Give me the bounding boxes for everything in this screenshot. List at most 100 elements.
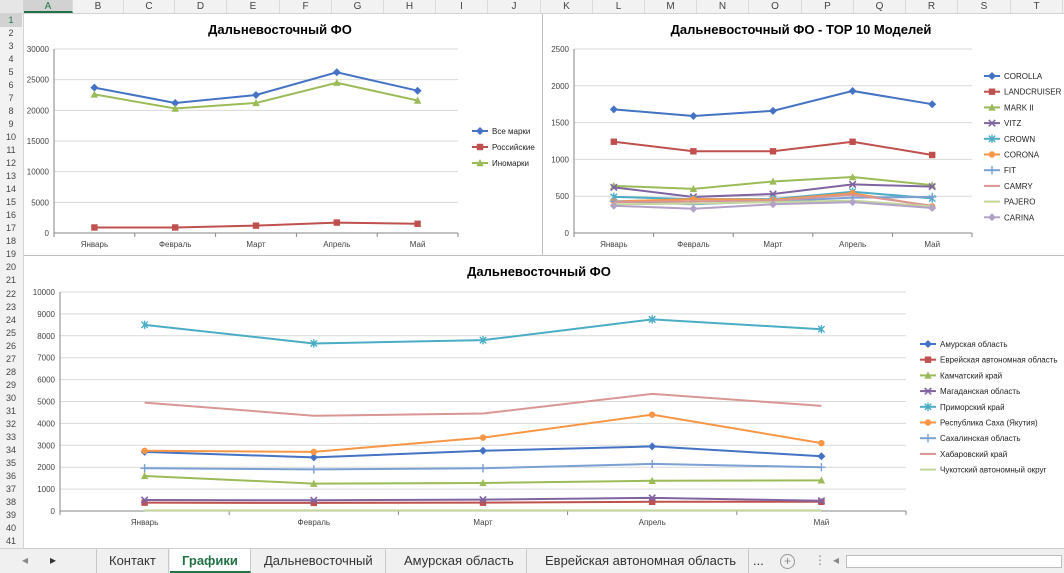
- row-header-29[interactable]: 29: [5, 379, 16, 390]
- column-header-l[interactable]: L: [593, 0, 645, 13]
- row-header-5[interactable]: 5: [8, 67, 14, 78]
- row-header-2[interactable]: 2: [8, 28, 14, 39]
- row-header-40[interactable]: 40: [5, 522, 16, 533]
- column-header-q[interactable]: Q: [854, 0, 906, 13]
- row-header-1[interactable]: 1: [0, 14, 22, 28]
- row-header-26[interactable]: 26: [5, 340, 16, 351]
- x-tick-label: Апрель: [323, 240, 350, 249]
- x-tick-label: Февраль: [159, 240, 192, 249]
- row-header-39[interactable]: 39: [5, 509, 16, 520]
- chart-2[interactable]: Дальневосточный ФО - TOP 10 Моделей 0 500 1…: [543, 14, 1062, 254]
- x-tick-label: Январь: [131, 518, 158, 527]
- data-point: [769, 148, 777, 155]
- add-sheet-icon[interactable]: +: [780, 554, 795, 569]
- column-header-a[interactable]: A: [24, 0, 73, 13]
- tab-contact[interactable]: Контакт: [96, 549, 169, 573]
- row-header-41[interactable]: 41: [5, 535, 16, 546]
- column-header-p[interactable]: P: [802, 0, 854, 13]
- row-header-6[interactable]: 6: [8, 80, 14, 91]
- row-header-11[interactable]: 11: [6, 145, 16, 156]
- row-header-18[interactable]: 18: [5, 236, 16, 247]
- data-point: [171, 104, 179, 112]
- column-header-k[interactable]: K: [541, 0, 593, 13]
- row-header-12[interactable]: 12: [5, 158, 16, 169]
- row-header-14[interactable]: 14: [5, 184, 16, 195]
- row-header-9[interactable]: 9: [8, 119, 14, 130]
- row-header-8[interactable]: 8: [8, 106, 14, 117]
- column-header-d[interactable]: D: [175, 0, 227, 13]
- column-header-g[interactable]: G: [332, 0, 384, 13]
- options-icon[interactable]: ⋮: [814, 553, 826, 567]
- x-tick-label: Апрель: [839, 240, 866, 249]
- row-header-32[interactable]: 32: [5, 418, 16, 429]
- row-header-13[interactable]: 13: [5, 171, 16, 182]
- row-header-10[interactable]: 10: [5, 132, 16, 143]
- row-header-7[interactable]: 7: [8, 93, 14, 104]
- legend-label: CORONA: [1004, 151, 1040, 160]
- scroll-right-icon[interactable]: ▸: [50, 553, 57, 567]
- column-header-o[interactable]: O: [749, 0, 802, 13]
- row-header-28[interactable]: 28: [5, 366, 16, 377]
- column-header-e[interactable]: E: [227, 0, 280, 13]
- row-header-34[interactable]: 34: [5, 444, 16, 455]
- horizontal-scrollbar[interactable]: [846, 555, 1062, 568]
- column-header-c[interactable]: C: [124, 0, 175, 13]
- y-tick-label: 30000: [27, 45, 50, 54]
- row-header-30[interactable]: 30: [5, 392, 16, 403]
- column-header-j[interactable]: J: [488, 0, 541, 13]
- row-header-37[interactable]: 37: [5, 483, 16, 494]
- data-point: [848, 198, 857, 207]
- y-tick-label: 500: [556, 192, 570, 201]
- row-header-17[interactable]: 17: [5, 223, 16, 234]
- column-header-t[interactable]: T: [1011, 0, 1063, 13]
- column-header-i[interactable]: I: [436, 0, 488, 13]
- row-header-33[interactable]: 33: [5, 431, 16, 442]
- row-header-20[interactable]: 20: [5, 262, 16, 273]
- row-header-4[interactable]: 4: [8, 54, 14, 65]
- row-header-25[interactable]: 25: [5, 327, 16, 338]
- row-header-15[interactable]: 15: [5, 197, 16, 208]
- y-tick-label: 10000: [33, 288, 56, 297]
- row-header-24[interactable]: 24: [5, 314, 16, 325]
- x-tick-label: Март: [473, 518, 492, 527]
- legend-label: MARK II: [1004, 103, 1034, 112]
- row-header-22[interactable]: 22: [5, 288, 16, 299]
- column-header-f[interactable]: F: [280, 0, 332, 13]
- row-header-31[interactable]: 31: [5, 405, 16, 416]
- data-point: [310, 479, 318, 487]
- row-header-23[interactable]: 23: [5, 301, 16, 312]
- select-all-corner[interactable]: [0, 0, 24, 13]
- legend-label: Еврейская автономная область: [940, 356, 1058, 365]
- chart-1[interactable]: Дальневосточный ФО 0 5000 10000 15000 20000 25…: [24, 14, 541, 254]
- column-header-b[interactable]: B: [73, 0, 124, 13]
- legend-marker: [924, 356, 932, 363]
- column-header-h[interactable]: H: [384, 0, 436, 13]
- tab-charts[interactable]: Графики: [170, 549, 251, 573]
- y-tick-label: 0: [45, 229, 50, 238]
- row-header-3[interactable]: 3: [8, 41, 14, 52]
- chart-3[interactable]: Дальневосточный ФО 0 1000 2000 3000 4000 5000 6…: [24, 256, 1062, 546]
- chart-title: Дальневосточный ФО: [467, 264, 611, 279]
- more-sheets-button[interactable]: ...: [753, 553, 764, 568]
- legend-label: LANDCRUISER: [1004, 88, 1062, 97]
- row-header-16[interactable]: 16: [5, 210, 16, 221]
- row-header-19[interactable]: 19: [5, 249, 16, 260]
- column-header-s[interactable]: S: [958, 0, 1011, 13]
- row-header-35[interactable]: 35: [5, 457, 16, 468]
- column-header-n[interactable]: N: [697, 0, 749, 13]
- row-header-38[interactable]: 38: [5, 496, 16, 507]
- tab-far-east[interactable]: Дальневосточный: [252, 549, 386, 573]
- tab-amur[interactable]: Амурская область: [392, 549, 527, 573]
- y-tick-label: 4000: [37, 419, 55, 428]
- x-tick-label: Май: [410, 240, 426, 249]
- hscroll-left-icon[interactable]: ◂: [833, 553, 840, 567]
- column-header-m[interactable]: M: [645, 0, 697, 13]
- column-header-r[interactable]: R: [906, 0, 958, 13]
- row-header-36[interactable]: 36: [5, 470, 16, 481]
- data-point: [141, 499, 148, 506]
- row-header-21[interactable]: 21: [5, 275, 16, 286]
- row-header-27[interactable]: 27: [5, 353, 16, 364]
- scroll-left-icon[interactable]: ◂: [22, 553, 29, 567]
- tab-jewish-ao[interactable]: Еврейская автономная область: [533, 549, 750, 573]
- legend-marker: [988, 134, 996, 143]
